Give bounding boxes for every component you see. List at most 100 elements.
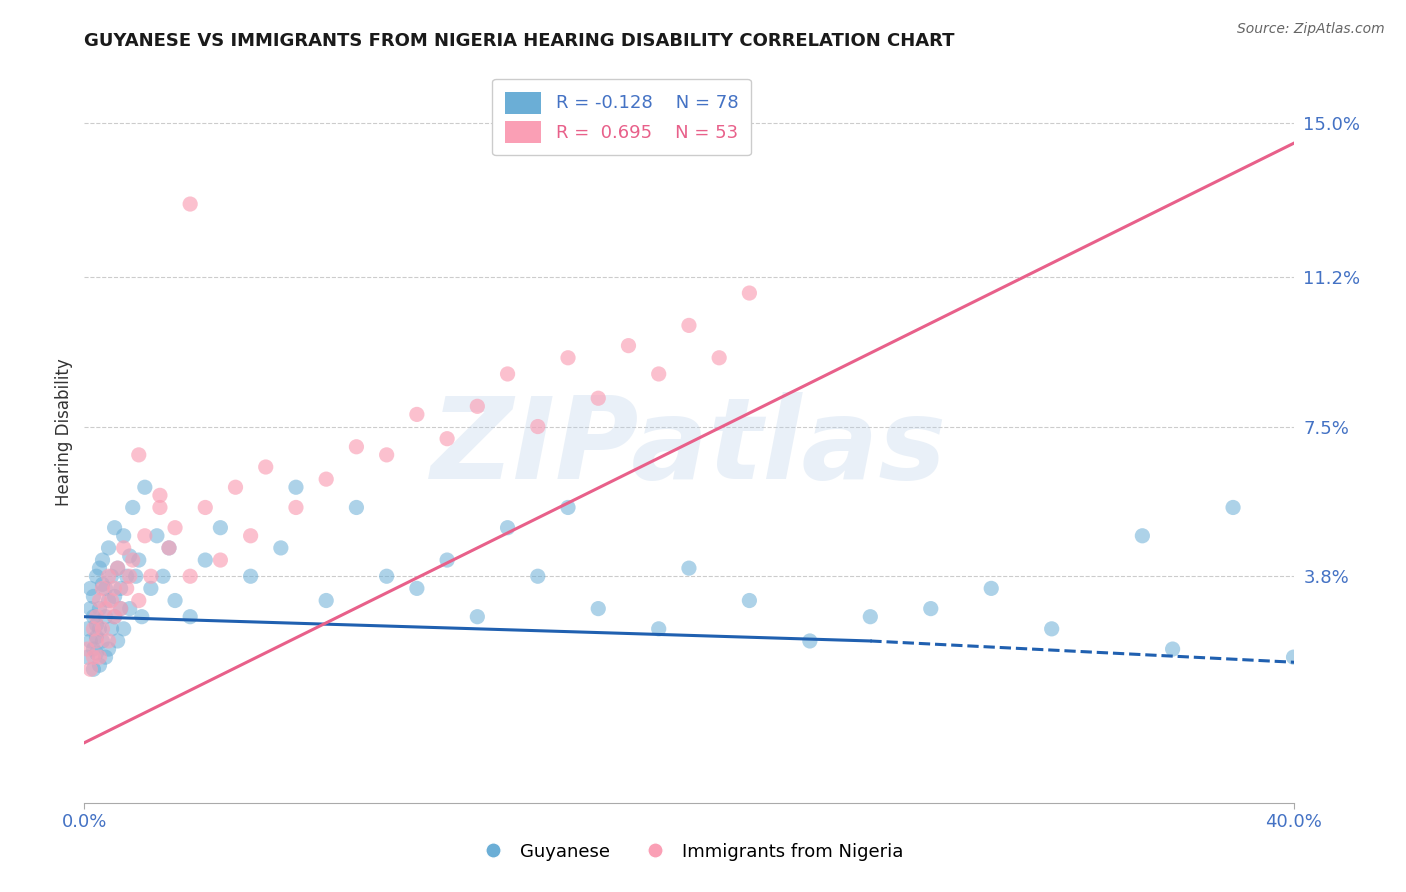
Point: [97, 642, 120, 657]
Point: [89, 622, 111, 636]
Point: [315, 472, 337, 486]
Point: [128, 448, 150, 462]
Point: [165, 593, 187, 607]
Point: [1040, 622, 1063, 636]
Text: Source: ZipAtlas.com: Source: ZipAtlas.com: [1237, 22, 1385, 37]
Point: [1282, 650, 1305, 665]
Point: [157, 541, 180, 555]
Point: [107, 634, 129, 648]
Point: [134, 529, 156, 543]
Point: [79, 601, 101, 615]
Point: [436, 553, 458, 567]
Point: [100, 593, 122, 607]
Point: [131, 609, 153, 624]
Point: [110, 601, 132, 615]
Point: [104, 609, 127, 624]
Point: [557, 500, 579, 515]
Point: [91, 622, 114, 636]
Point: [118, 549, 141, 563]
Point: [112, 529, 135, 543]
Point: [89, 601, 111, 615]
Point: [709, 351, 731, 365]
Point: [406, 582, 429, 596]
Point: [76, 622, 98, 636]
Point: [648, 622, 671, 636]
Point: [118, 601, 141, 615]
Point: [285, 480, 308, 494]
Point: [134, 480, 156, 494]
Point: [91, 634, 114, 648]
Point: [100, 622, 122, 636]
Point: [94, 609, 117, 624]
Point: [107, 561, 129, 575]
Point: [157, 541, 180, 555]
Point: [194, 553, 217, 567]
Point: [617, 338, 640, 352]
Point: [128, 553, 150, 567]
Point: [149, 500, 172, 515]
Point: [118, 569, 141, 583]
Point: [980, 582, 1002, 596]
Point: [89, 658, 111, 673]
Legend: Guyanese, Immigrants from Nigeria: Guyanese, Immigrants from Nigeria: [467, 836, 911, 868]
Point: [115, 569, 138, 583]
Point: [146, 529, 169, 543]
Point: [107, 561, 129, 575]
Point: [82, 662, 104, 676]
Point: [94, 582, 117, 596]
Point: [375, 448, 398, 462]
Point: [209, 553, 232, 567]
Point: [86, 646, 108, 660]
Point: [76, 650, 98, 665]
Text: GUYANESE VS IMMIGRANTS FROM NIGERIA HEARING DISABILITY CORRELATION CHART: GUYANESE VS IMMIGRANTS FROM NIGERIA HEAR…: [84, 32, 955, 50]
Point: [1161, 642, 1184, 657]
Point: [165, 521, 187, 535]
Point: [104, 582, 127, 596]
Point: [139, 582, 162, 596]
Point: [346, 500, 368, 515]
Point: [97, 593, 120, 607]
Point: [467, 609, 489, 624]
Point: [557, 351, 579, 365]
Point: [346, 440, 368, 454]
Point: [799, 634, 821, 648]
Point: [79, 662, 101, 676]
Point: [89, 561, 111, 575]
Point: [527, 419, 550, 434]
Point: [94, 650, 117, 665]
Point: [97, 569, 120, 583]
Y-axis label: Hearing Disability: Hearing Disability: [55, 359, 73, 507]
Point: [270, 541, 292, 555]
Point: [496, 367, 519, 381]
Point: [738, 286, 761, 301]
Point: [82, 650, 104, 665]
Point: [496, 521, 519, 535]
Point: [648, 367, 671, 381]
Text: ZIPatlas: ZIPatlas: [430, 392, 948, 503]
Point: [139, 569, 162, 583]
Point: [82, 609, 104, 624]
Point: [86, 617, 108, 632]
Point: [110, 601, 132, 615]
Point: [588, 391, 610, 405]
Point: [194, 500, 217, 515]
Point: [128, 593, 150, 607]
Point: [149, 488, 172, 502]
Point: [406, 408, 429, 422]
Point: [1222, 500, 1244, 515]
Point: [678, 561, 700, 575]
Point: [86, 634, 108, 648]
Point: [86, 609, 108, 624]
Point: [91, 577, 114, 591]
Point: [179, 609, 201, 624]
Point: [104, 521, 127, 535]
Point: [89, 650, 111, 665]
Point: [254, 460, 277, 475]
Point: [112, 622, 135, 636]
Point: [239, 529, 262, 543]
Point: [89, 593, 111, 607]
Point: [467, 400, 489, 414]
Point: [527, 569, 550, 583]
Point: [97, 634, 120, 648]
Point: [436, 432, 458, 446]
